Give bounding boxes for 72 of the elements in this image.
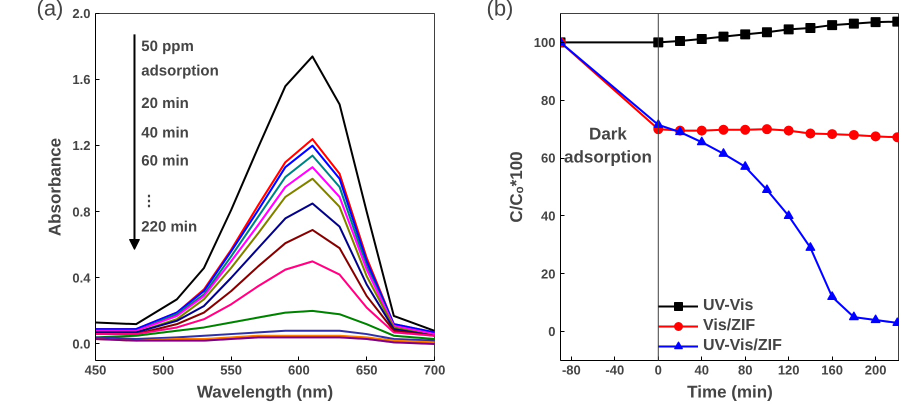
point [718,148,728,157]
point [784,126,794,136]
point [848,130,859,140]
y-axis-title: C/Cₒ*100 [506,151,526,223]
point [762,124,772,134]
x-tick-label: 40 [694,362,709,378]
point [696,126,707,136]
legend-label: UV-Vis [703,297,754,315]
point [718,32,728,42]
x-tick-label: 450 [84,362,106,378]
x-tick-label: 200 [864,362,886,378]
point [740,29,750,40]
legend-label: UV-Vis/ZIF [703,337,782,355]
point [827,20,838,30]
line-series [96,310,434,340]
y-tick-label: 1.2 [72,138,91,154]
legend-label: Vis/ZIF [703,317,756,335]
x-tick-label: 500 [152,362,174,378]
line-series [96,330,434,342]
point [740,124,750,135]
point [762,27,772,38]
y-tick-label: 0.4 [72,270,92,286]
line-series [96,260,434,337]
y-tick-label: 80 [541,92,556,108]
y-tick-label: 2.0 [72,6,91,21]
point [696,136,707,146]
x-tick-label: -40 [605,362,624,378]
point [827,129,838,140]
point [696,34,707,44]
point [675,36,686,46]
point [870,314,881,324]
x-tick-label: -80 [562,362,581,378]
point [805,128,816,138]
x-tick-label: 0 [654,362,662,378]
annotation: Dark adsorption [564,124,652,166]
point [805,22,816,33]
annotation: 50 ppm [141,38,194,55]
point [740,161,750,170]
x-tick-label: 650 [356,362,378,378]
y-tick-label: 0.0 [72,336,91,352]
annotation: 20 min [141,95,189,112]
y-tick-label: 0 [548,324,556,340]
point [784,210,794,220]
x-tick-label: 550 [220,362,242,378]
annotation: 220 min [141,218,198,236]
point [762,184,772,193]
point [805,242,816,251]
x-tick-label: 120 [778,362,800,378]
annotation: 60 min [141,152,189,170]
y-tick-label: 40 [541,208,556,224]
point [827,291,838,300]
x-tick-label: 160 [821,362,843,378]
x-tick-label: 600 [288,362,310,378]
x-tick-label: 700 [424,362,446,378]
point [870,17,881,28]
x-tick-label: 80 [738,362,752,378]
x-axis-title: Wavelength (nm) [196,382,334,402]
annotation: 40 min [141,124,189,142]
y-tick-label: 60 [541,150,556,166]
y-axis-title: Absorbance [45,138,64,236]
point [784,24,794,34]
x-axis-title: Time (min) [687,382,773,402]
y-tick-label: 20 [541,266,556,282]
point [848,18,859,29]
point [718,124,728,135]
y-tick-label: 0.8 [72,204,91,220]
y-tick-label: 1.6 [72,72,91,88]
annotation: ⋮ [141,192,156,210]
point [870,131,881,142]
point [848,311,859,320]
annotation: adsorption [141,62,219,80]
y-tick-label: 100 [534,34,556,50]
